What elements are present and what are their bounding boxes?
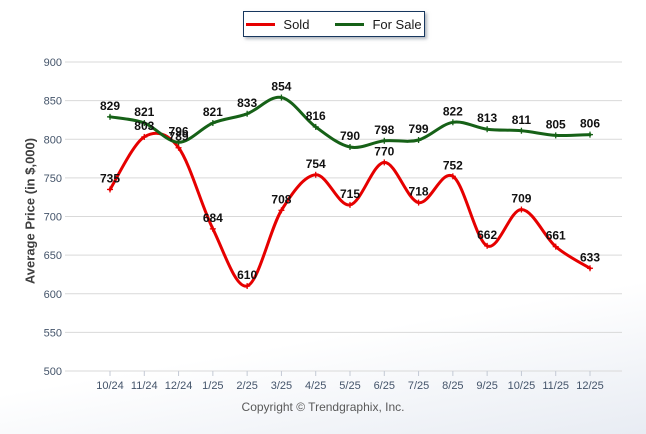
data-label: 798 bbox=[374, 123, 394, 137]
data-label: 790 bbox=[340, 129, 360, 143]
data-label: 805 bbox=[546, 117, 566, 131]
data-label: 854 bbox=[271, 80, 291, 94]
x-tick-label: 12/24 bbox=[165, 380, 193, 392]
legend-label-for-sale: For Sale bbox=[372, 16, 422, 32]
x-tick-label: 6/25 bbox=[374, 380, 395, 392]
data-label: 833 bbox=[237, 96, 257, 110]
legend-item-for-sale: For Sale bbox=[335, 16, 422, 32]
data-label: 661 bbox=[546, 229, 566, 243]
x-tick-label: 11/25 bbox=[542, 380, 569, 392]
y-tick-label: 750 bbox=[44, 173, 62, 185]
data-label: 813 bbox=[477, 111, 497, 125]
data-label: 718 bbox=[409, 185, 429, 199]
sold-line bbox=[108, 131, 592, 288]
data-label: 662 bbox=[477, 228, 497, 242]
x-tick-label: 12/25 bbox=[576, 380, 604, 392]
x-tick-label: 8/25 bbox=[442, 380, 463, 392]
data-label: 816 bbox=[306, 109, 326, 123]
data-label: 821 bbox=[203, 105, 223, 119]
y-tick-label: 800 bbox=[44, 134, 62, 146]
x-tick-label: 9/25 bbox=[476, 380, 497, 392]
data-label: 770 bbox=[374, 144, 394, 158]
data-label: 610 bbox=[237, 268, 257, 282]
x-tick-label: 3/25 bbox=[271, 380, 292, 392]
legend-item-sold: Sold bbox=[246, 17, 309, 32]
y-tick-label: 650 bbox=[44, 250, 62, 262]
chart-legend: Sold For Sale bbox=[243, 11, 425, 37]
y-tick-label: 700 bbox=[44, 212, 62, 224]
x-tick-label: 10/24 bbox=[96, 380, 124, 392]
data-label: 799 bbox=[409, 122, 429, 136]
for-sale-line-swatch bbox=[335, 22, 365, 26]
x-tick-label: 10/25 bbox=[508, 380, 536, 392]
data-label: 684 bbox=[203, 211, 223, 225]
x-tick-label: 5/25 bbox=[339, 380, 360, 392]
data-label: 821 bbox=[134, 105, 154, 119]
data-label: 715 bbox=[340, 187, 360, 201]
x-tick-label: 7/25 bbox=[408, 380, 429, 392]
data-label: 633 bbox=[580, 250, 600, 264]
data-label: 806 bbox=[580, 117, 600, 131]
x-tick-label: 4/25 bbox=[305, 380, 326, 392]
data-label: 735 bbox=[100, 171, 120, 185]
x-tick-label: 1/25 bbox=[202, 380, 223, 392]
y-tick-label: 500 bbox=[44, 366, 62, 378]
data-label: 829 bbox=[100, 99, 120, 113]
data-label: 752 bbox=[443, 158, 463, 172]
x-tick-label: 11/24 bbox=[131, 380, 158, 392]
y-tick-label: 550 bbox=[44, 327, 62, 339]
x-tick-label: 2/25 bbox=[236, 380, 257, 392]
data-label: 754 bbox=[306, 157, 326, 171]
sold-line-swatch bbox=[246, 22, 276, 26]
legend-label-sold: Sold bbox=[283, 16, 310, 32]
data-label: 811 bbox=[512, 113, 532, 127]
data-label: 708 bbox=[271, 192, 291, 206]
data-label: 709 bbox=[511, 192, 531, 206]
data-label: 822 bbox=[443, 104, 463, 118]
y-tick-label: 900 bbox=[44, 57, 62, 69]
data-label: 803 bbox=[134, 119, 154, 133]
copyright-text: Copyright © Trendgraphix, Inc. bbox=[241, 400, 405, 414]
data-label: 789 bbox=[169, 130, 189, 144]
data-label: 796 bbox=[169, 124, 189, 138]
y-tick-label: 850 bbox=[44, 96, 62, 108]
y-tick-label: 600 bbox=[44, 289, 62, 301]
